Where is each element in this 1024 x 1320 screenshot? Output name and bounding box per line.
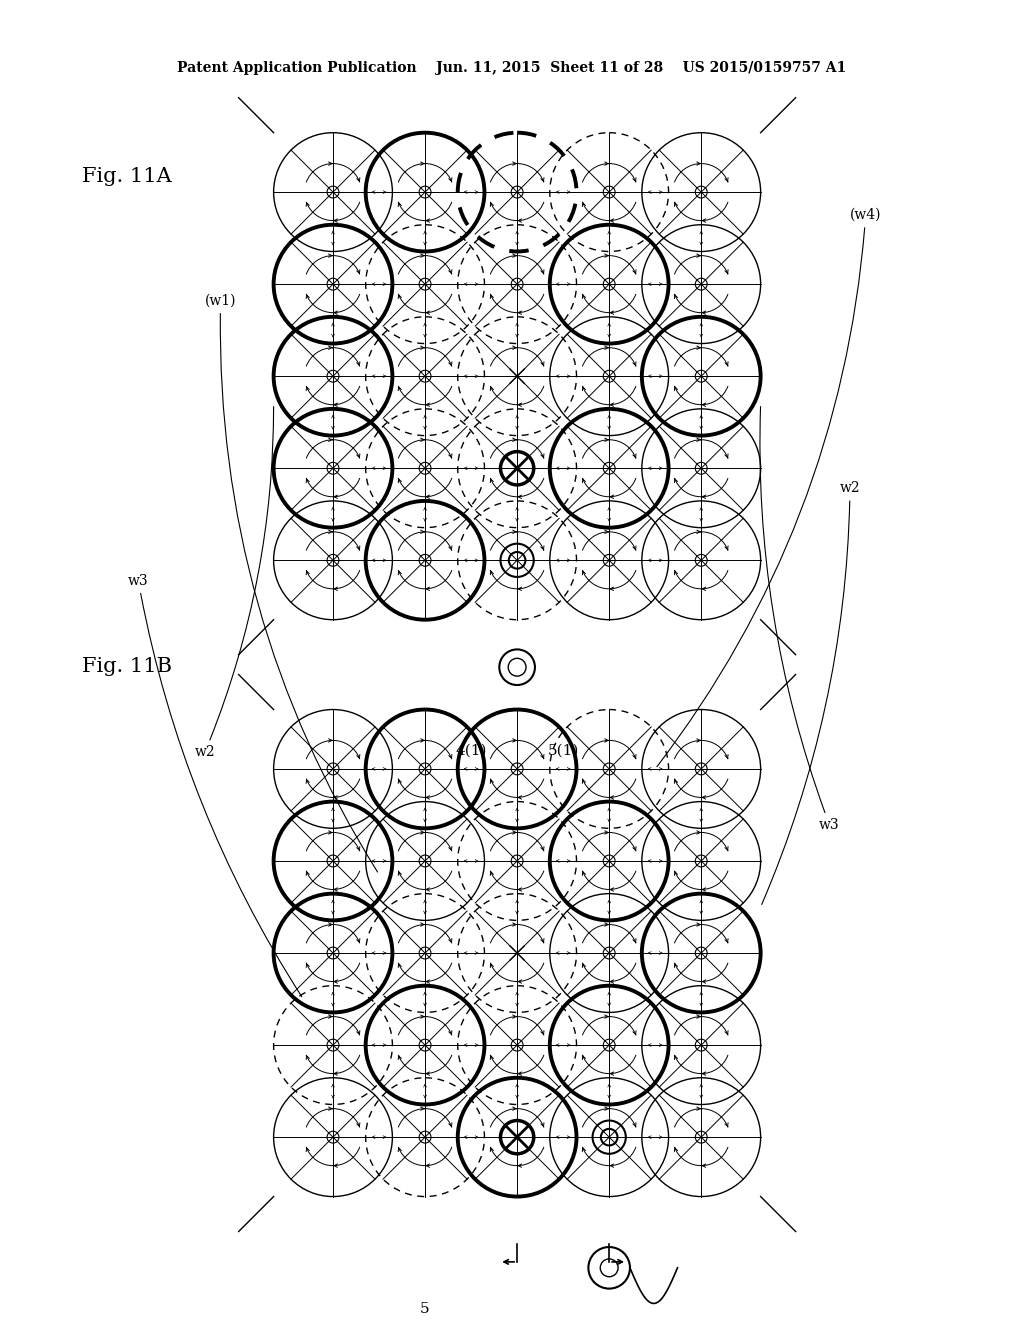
Text: 5: 5 (420, 1303, 430, 1316)
Text: w2: w2 (762, 482, 860, 904)
Text: 5(1): 5(1) (548, 743, 579, 758)
Text: w3: w3 (760, 407, 840, 832)
Text: 4(1): 4(1) (456, 743, 486, 758)
Text: (w1): (w1) (205, 294, 378, 873)
Text: Fig. 11A: Fig. 11A (82, 168, 172, 186)
Text: Fig. 11B: Fig. 11B (82, 657, 172, 676)
Text: w3: w3 (128, 574, 302, 997)
Text: w2: w2 (195, 407, 273, 759)
Text: Patent Application Publication    Jun. 11, 2015  Sheet 11 of 28    US 2015/01597: Patent Application Publication Jun. 11, … (177, 61, 847, 75)
Text: (w4): (w4) (656, 209, 882, 767)
